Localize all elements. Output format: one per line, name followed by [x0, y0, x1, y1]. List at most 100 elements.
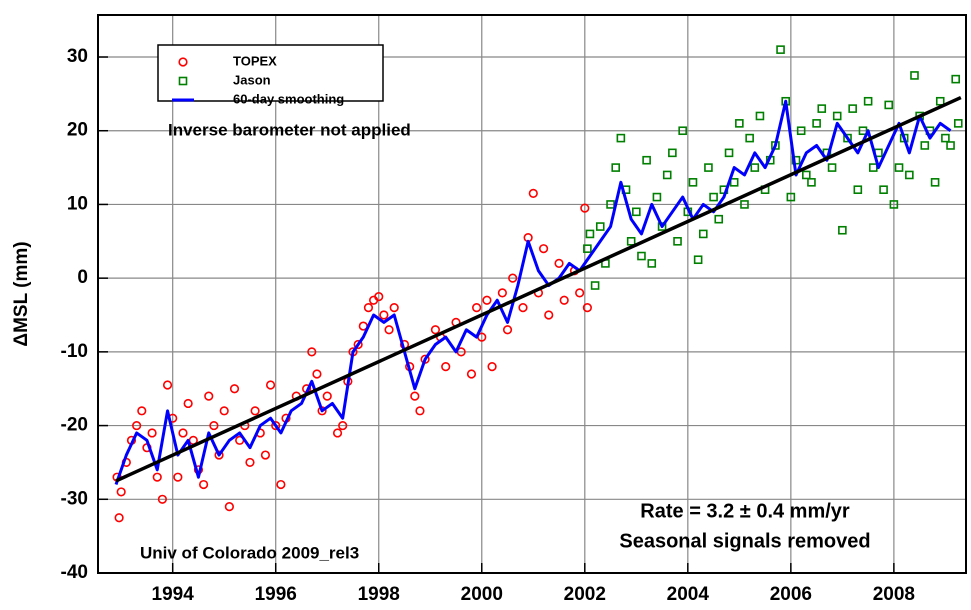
jason-point [642, 155, 651, 165]
trend-line [115, 95, 962, 483]
annotation: Rate = 3.2 ± 0.4 mm/yr [640, 500, 850, 522]
jason-point [704, 163, 713, 172]
annotation: Seasonal signals removed [619, 530, 870, 552]
jason-point [709, 192, 718, 202]
jason-point [745, 133, 754, 143]
jason-point [724, 148, 734, 158]
jason-point [662, 170, 672, 180]
topex-point [384, 325, 394, 335]
topex-point [332, 428, 343, 438]
x-tick-label: 1994 [152, 584, 195, 605]
jason-point [889, 200, 899, 209]
topex-point [307, 347, 317, 357]
jason-point [776, 45, 785, 54]
x-tick-label: 2006 [770, 584, 812, 605]
topex-point [224, 502, 234, 512]
jason-point [632, 207, 641, 217]
topex-point [137, 406, 147, 416]
jason-point [668, 148, 677, 158]
topex-point [271, 420, 281, 431]
topex-point [250, 406, 260, 416]
topex-point [544, 310, 554, 320]
jason-point [755, 111, 765, 121]
y-tick-label: -20 [61, 415, 88, 436]
topex-point [162, 380, 173, 390]
jason-point [802, 170, 811, 180]
y-tick-label: 30 [67, 46, 88, 67]
topex-point [528, 188, 538, 198]
topex-point [260, 450, 271, 460]
jason-point [812, 119, 821, 128]
jason-point [868, 163, 878, 172]
topex-point [214, 450, 224, 460]
topex-point [178, 428, 188, 438]
jason-point [735, 119, 744, 128]
topex-point [508, 273, 518, 283]
topex-point [487, 362, 497, 372]
jason-point [740, 200, 749, 209]
topex-point [322, 391, 332, 401]
topex-point [415, 406, 425, 416]
jason-point [729, 178, 739, 187]
topex-point [183, 398, 193, 409]
jason-point [853, 185, 863, 194]
topex-point [132, 420, 142, 431]
topex-point [312, 369, 322, 379]
jason-point [595, 222, 605, 231]
legend-swatch [178, 76, 188, 86]
jason-point [611, 163, 621, 172]
jason-point [863, 96, 873, 106]
topex-point [410, 391, 420, 401]
jason-point [935, 96, 945, 106]
topex-point [116, 487, 126, 497]
topex-point [204, 391, 214, 401]
jason-point [827, 163, 837, 172]
topex-point [353, 339, 363, 350]
jason-point [920, 141, 930, 150]
legend-label: TOPEX [233, 53, 277, 68]
jason-point [941, 133, 950, 143]
plot-area [97, 14, 967, 574]
jason-point [583, 244, 592, 253]
legend-box [157, 44, 384, 102]
jason-point [843, 133, 852, 143]
jason-point [848, 104, 857, 113]
annotation: Univ of Colorado 2009_rel3 [140, 543, 359, 562]
jason-point [688, 178, 698, 187]
topex-point [157, 494, 167, 504]
topex-point [482, 295, 492, 305]
topex-point [472, 303, 482, 313]
jason-point [585, 229, 595, 239]
y-tick-label: 10 [67, 193, 88, 214]
y-tick-label: -10 [61, 341, 88, 362]
legend-label: Jason [233, 72, 271, 87]
x-tick-label: 2008 [873, 584, 915, 605]
jason-point [817, 104, 827, 113]
jason-point [616, 133, 626, 143]
jason-point [786, 192, 796, 202]
jason-point [832, 111, 842, 121]
y-tick-label: 20 [67, 120, 88, 141]
topex-point [265, 380, 276, 390]
y-tick-label: -30 [61, 488, 88, 509]
x-tick-label: 2004 [667, 584, 710, 605]
topex-point [559, 295, 569, 305]
jason-point [647, 259, 657, 268]
topex-point [430, 325, 441, 335]
jason-point [590, 281, 600, 290]
topex-point [173, 472, 183, 482]
topex-point [374, 291, 384, 302]
jason-point [796, 126, 806, 136]
topex-point [152, 472, 162, 482]
jason-point [606, 200, 615, 209]
topex-point [199, 479, 209, 490]
x-tick-label: 1996 [255, 584, 297, 605]
legend-swatch [178, 57, 188, 67]
topex-point [538, 244, 549, 254]
jason-point [693, 255, 703, 265]
annotation: Inverse barometer not applied [168, 120, 411, 139]
topex-point [582, 303, 592, 313]
topex-point [379, 310, 389, 320]
topex-point [497, 288, 507, 298]
y-tick-label: -40 [61, 562, 88, 583]
